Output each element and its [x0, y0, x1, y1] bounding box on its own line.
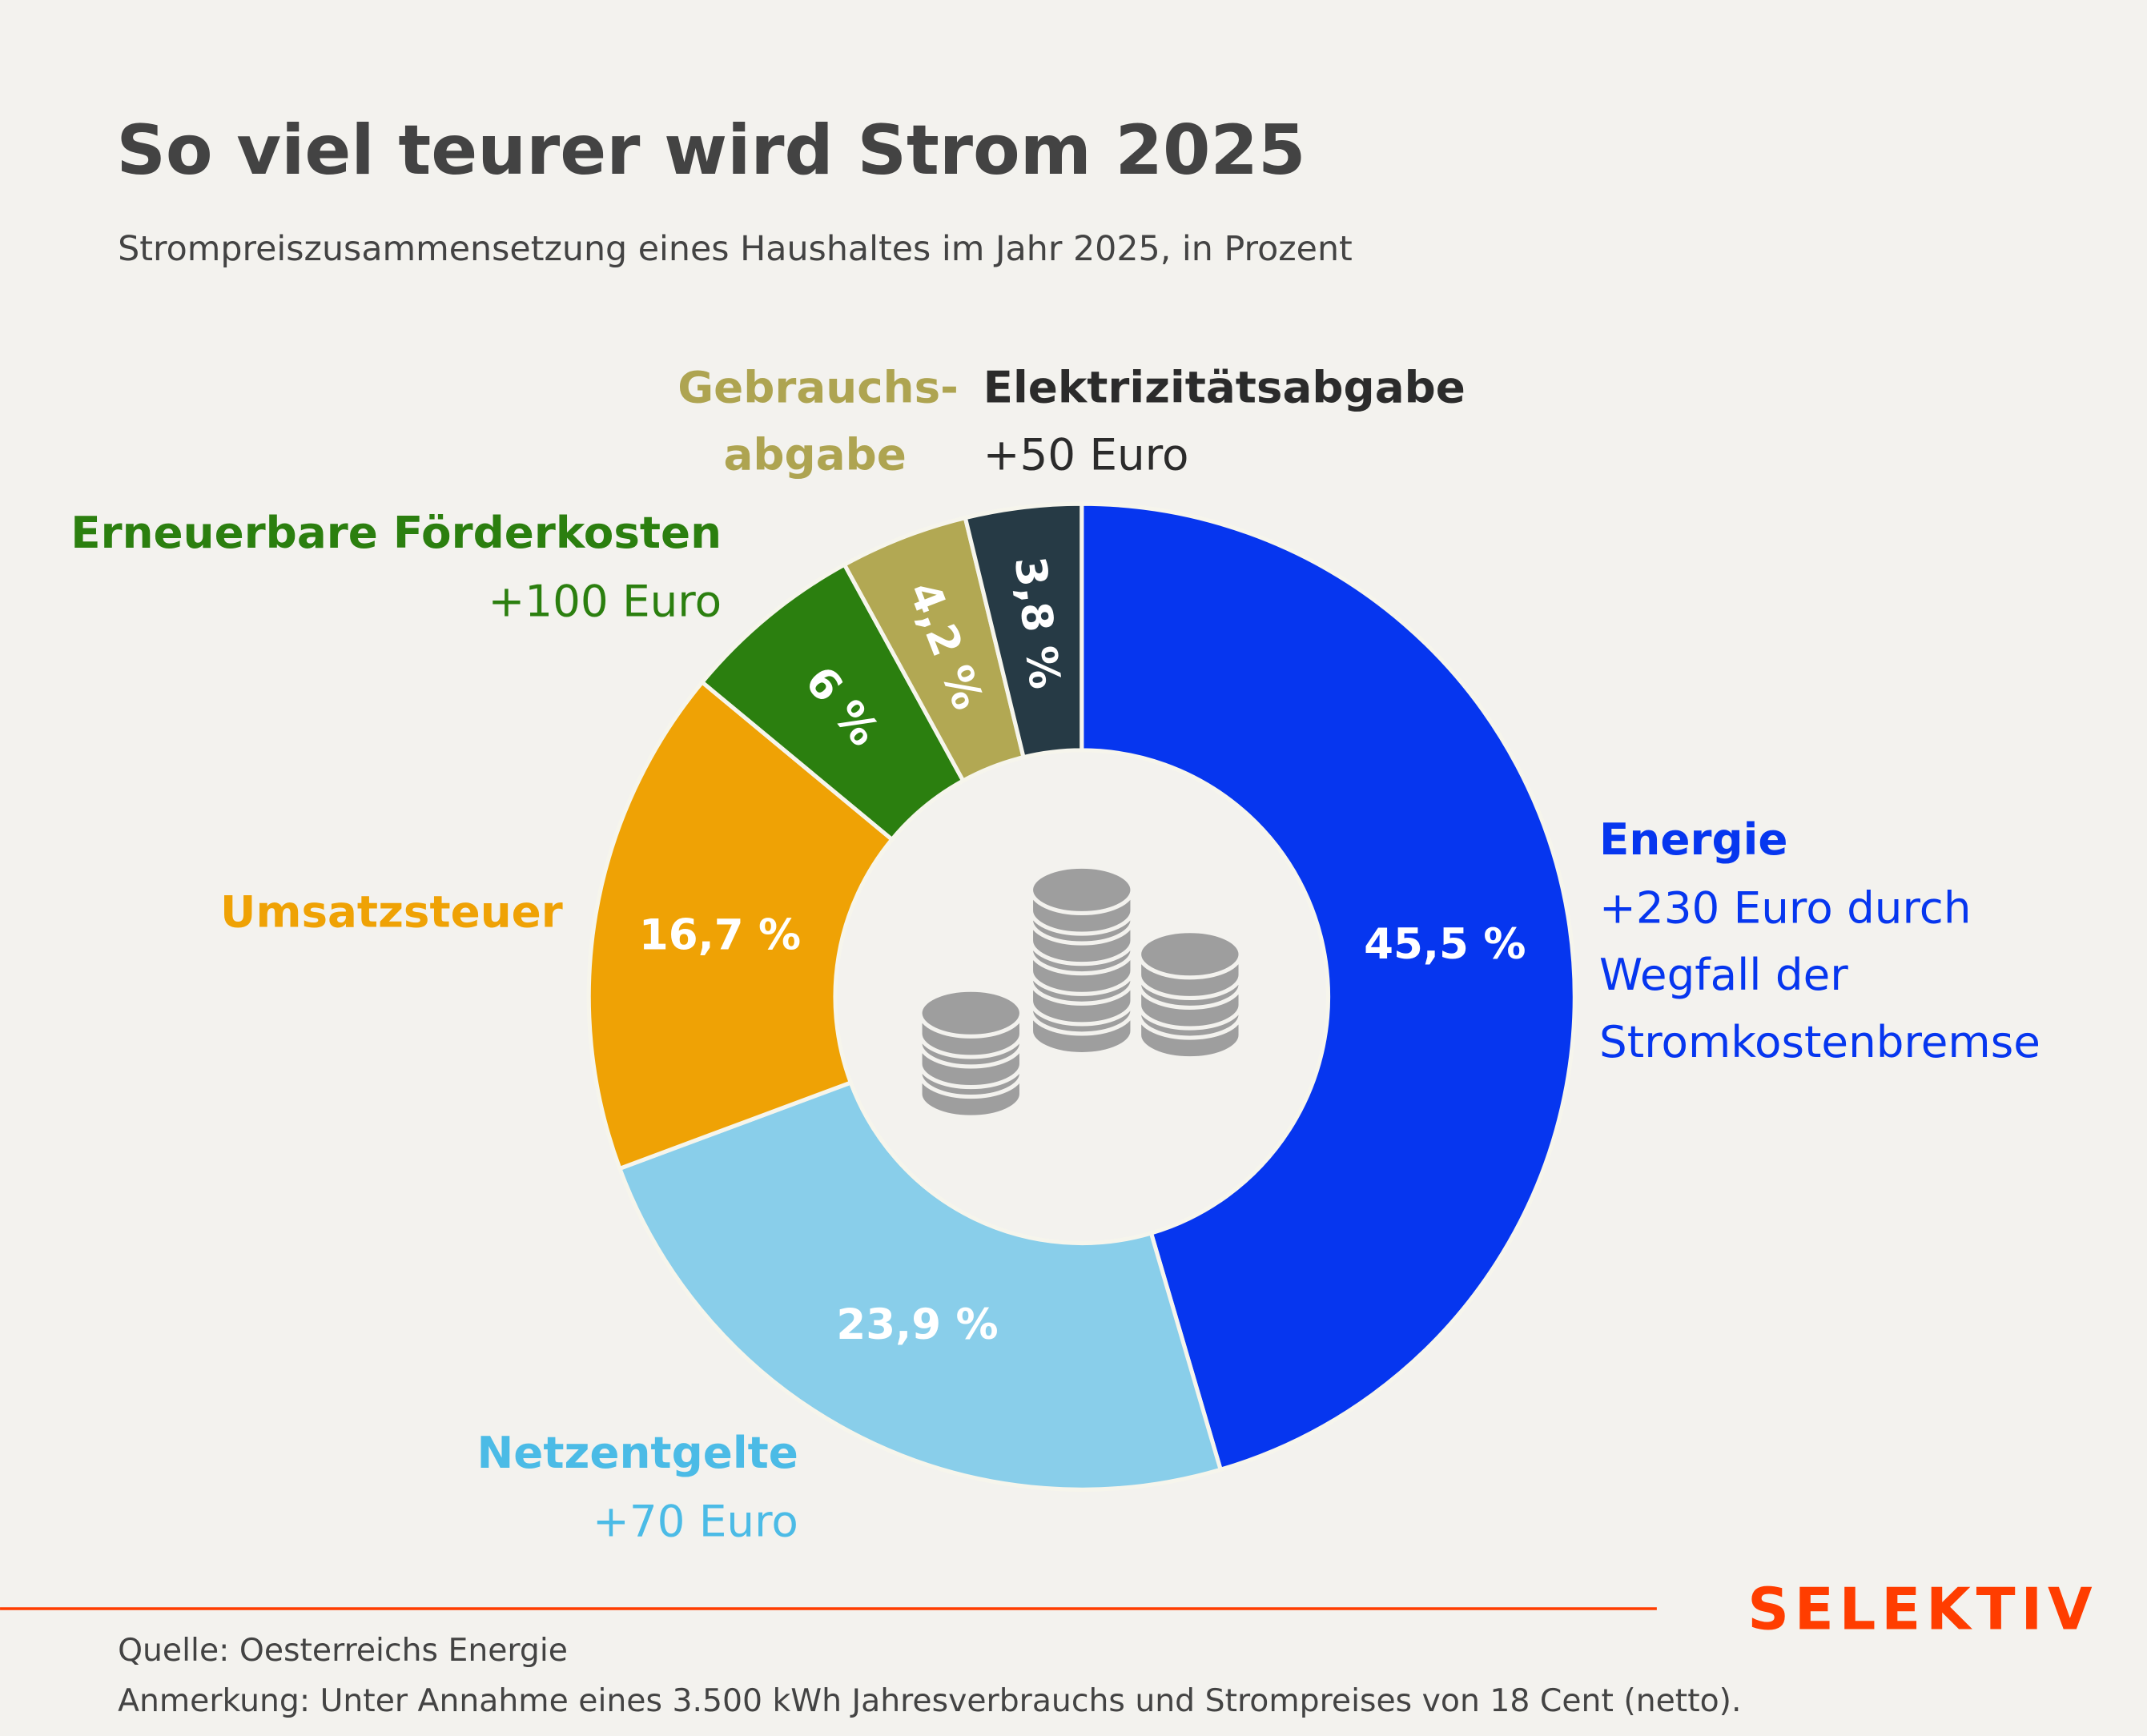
label-gebrauchsabgabe-line1: Gebrauchs- [677, 362, 959, 413]
coins-icon [918, 864, 1243, 1119]
slice-value-label: 23,9 % [836, 1300, 998, 1349]
slice-5 [963, 501, 1084, 760]
label-elektrizitaetsabgabe: Elektrizitätsabgabe [983, 362, 1466, 413]
subtitle: Strompreiszusammensetzung eines Haushalt… [118, 229, 1353, 269]
note-text: Anmerkung: Unter Annahme eines 3.500 kWh… [118, 1683, 1741, 1719]
page-title: So viel teurer wird Strom 2025 [116, 111, 1305, 191]
coin-top [1028, 864, 1135, 915]
coin-top [1137, 929, 1243, 980]
slice-2 [586, 679, 895, 1171]
source-text: Quelle: Oesterreichs Energie [118, 1633, 568, 1669]
slice-value-label: 16,7 % [639, 911, 801, 960]
note-elektrizitaetsabgabe: +50 Euro [983, 428, 1189, 480]
label-netzentgelte: Netzentgelte [477, 1427, 798, 1478]
label-energie: Energie [1599, 814, 1787, 865]
label-erneuerbare: Erneuerbare Förderkosten [70, 507, 722, 558]
slice-1 [617, 1079, 1224, 1492]
donut-chart [586, 501, 1577, 1492]
coin-top [918, 987, 1024, 1039]
note-energie-1: +230 Euro durch [1599, 882, 1971, 933]
label-umsatzsteuer: Umsatzsteuer [220, 886, 563, 938]
category-labels: Energie +230 Euro durch Wegfall der Stro… [70, 362, 2040, 1547]
slice-value-label: 45,5 % [1364, 920, 1526, 969]
note-energie-2: Wegfall der [1599, 949, 1848, 1000]
note-energie-3: Stromkostenbremse [1599, 1016, 2040, 1067]
note-erneuerbare: +100 Euro [488, 575, 722, 626]
note-netzentgelte: +70 Euro [593, 1495, 798, 1546]
brand-logo: SELEKTIV [1747, 1576, 2097, 1643]
slice-0 [1080, 501, 1577, 1473]
label-gebrauchsabgabe-line2: abgabe [724, 428, 907, 480]
